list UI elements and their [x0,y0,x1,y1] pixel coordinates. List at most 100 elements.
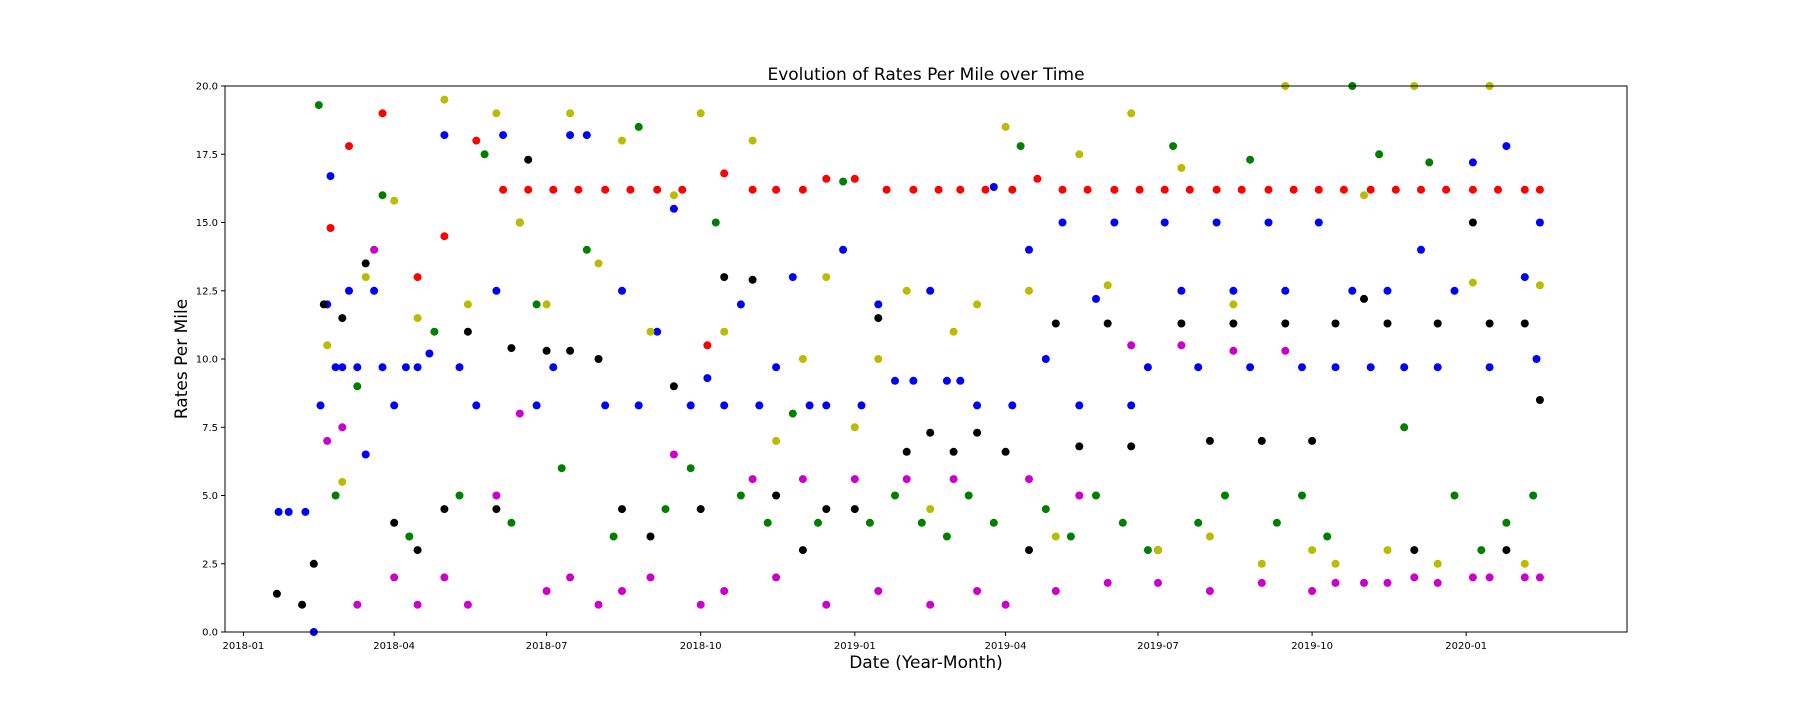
data-point [1135,185,1144,194]
data-point [1033,174,1042,183]
data-point [736,300,745,309]
data-point [594,355,603,363]
y-tick-label: 17.5 [196,150,218,161]
data-point [284,507,293,516]
data-point [1143,546,1152,555]
data-point [390,518,399,527]
data-point [1205,532,1214,541]
data-point [1212,185,1221,194]
data-point [798,185,807,194]
data-point [1008,185,1017,194]
y-tick-label: 2.5 [202,559,218,570]
data-point [1103,578,1112,587]
data-point [1051,319,1060,328]
data-point [973,587,982,595]
data-point [609,532,618,541]
data-point [480,150,489,159]
data-point [532,300,541,309]
x-tick-label: 2018-07 [526,641,568,652]
data-point [748,475,757,484]
data-point [696,109,705,118]
data-point [1314,218,1323,227]
data-point [1383,286,1392,295]
data-point [1075,150,1084,159]
data-point [926,600,935,609]
data-point [1058,218,1067,227]
data-point [772,185,781,194]
data-point [472,401,481,410]
series-2 [323,245,1544,609]
data-point [874,314,883,323]
data-point [353,363,362,372]
data-point [798,475,807,484]
data-point [1066,532,1075,541]
data-point [634,122,643,131]
data-point [1425,158,1434,167]
data-point [748,275,757,284]
data-point [1529,491,1538,500]
data-point [1083,185,1092,194]
x-tick-label: 2019-07 [1137,641,1179,652]
data-point [542,346,551,355]
data-point [646,532,655,541]
data-point [390,196,399,205]
data-point [272,589,281,598]
data-point [720,401,729,410]
x-tick-label: 2019-04 [985,641,1027,652]
data-point [956,185,965,194]
data-point [822,401,831,410]
data-point [1502,518,1511,527]
data-point [1331,319,1340,328]
data-point [1205,587,1214,595]
data-point [1375,150,1384,159]
data-point [1001,600,1010,609]
series-4 [314,82,1538,555]
data-point [798,355,807,363]
data-point [1127,401,1136,410]
data-point [1298,491,1306,500]
data-point [1494,185,1502,194]
data-point [314,101,323,110]
data-point [1229,319,1238,328]
data-point [1127,341,1136,350]
data-point [772,491,781,500]
y-tick-label: 15.0 [196,218,218,229]
data-point [1092,491,1100,500]
data-point [345,286,353,295]
data-point [1103,319,1112,328]
data-point [499,185,508,194]
data-point [1485,573,1494,582]
data-point [1103,281,1112,290]
data-point [956,376,965,385]
data-point [618,505,626,514]
data-point [1383,319,1392,328]
data-point [772,573,781,582]
data-point [1025,286,1033,295]
data-point [1118,518,1127,527]
data-point [653,185,662,194]
data-point [1075,401,1084,410]
data-point [1212,218,1221,227]
data-point [973,401,982,410]
data-point [1360,294,1368,303]
data-point [772,436,781,445]
plot-points-layer [272,82,1544,636]
data-point [696,600,705,609]
y-tick-label: 12.5 [196,286,218,297]
data-point [440,573,449,582]
data-point [1246,155,1255,164]
data-point [989,183,998,191]
data-point [857,401,866,410]
data-point [1417,185,1425,194]
data-point [720,273,729,282]
data-point [1272,518,1281,527]
data-point [413,314,422,323]
data-point [413,363,422,372]
data-point [1281,286,1290,295]
data-point [574,185,583,194]
data-point [839,177,848,186]
y-axis-label: Rates Per Mile [172,299,192,419]
data-point [472,136,481,145]
data-point [1535,218,1544,227]
data-point [601,185,610,194]
